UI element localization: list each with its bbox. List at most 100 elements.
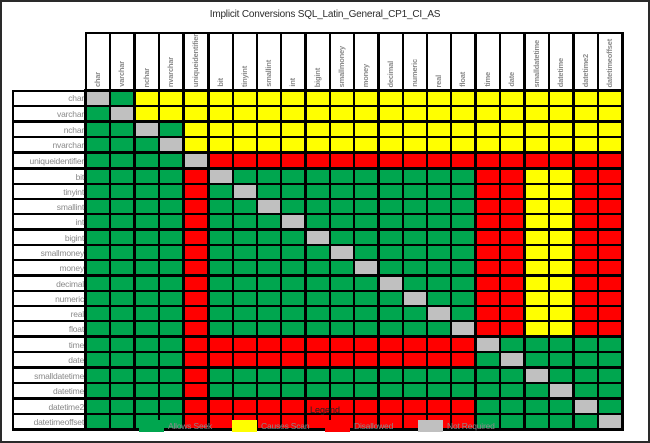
cell-uniqueidentifier-uniqueidentifier — [182, 151, 210, 171]
cell-money-int — [280, 259, 307, 278]
cell-nvarchar-bit — [207, 136, 234, 155]
cell-money-datetime2 — [572, 259, 599, 278]
col-header-bigint: bigint — [304, 32, 331, 93]
cell-char-smallint — [256, 89, 282, 108]
cell-numeric-nvarchar — [158, 290, 185, 308]
cell-smallint-datetime — [548, 198, 575, 216]
cell-char-bigint — [304, 89, 331, 108]
cell-float-numeric — [402, 320, 428, 339]
cell-nvarchar-varchar — [109, 136, 136, 155]
cell-real-date — [499, 305, 526, 323]
cell-bit-date — [499, 167, 526, 186]
corner-cell — [13, 33, 86, 91]
cell-bit-uniqueidentifier — [182, 167, 210, 186]
matrix-row-char: char — [12, 89, 624, 108]
row-header-varchar: varchar — [12, 105, 87, 124]
cell-datetime2-datetimeoffset — [597, 397, 624, 416]
matrix-row-nvarchar: nvarchar — [12, 136, 624, 155]
cell-datetime-varchar — [109, 382, 136, 401]
cell-int-decimal — [377, 213, 404, 232]
cell-smallint-smallmoney — [329, 198, 355, 216]
cell-datetime2-money — [353, 397, 380, 416]
matrix-row-money: money — [12, 259, 624, 278]
cell-smallint-datetimeoffset — [597, 198, 624, 216]
cell-datetime-decimal — [377, 382, 404, 401]
cell-smalldatetime-uniqueidentifier — [182, 366, 210, 385]
cell-tinyint-bigint — [304, 183, 331, 201]
cell-real-varchar — [109, 305, 136, 323]
col-header-char: char — [84, 32, 111, 93]
cell-datetime-char — [84, 382, 111, 401]
col-header-label: money — [361, 63, 371, 88]
cell-datetime-datetimeoffset — [597, 382, 624, 401]
cell-char-real — [426, 89, 452, 108]
cell-tinyint-char — [84, 183, 111, 201]
cell-uniqueidentifier-bigint — [304, 151, 331, 171]
cell-real-decimal — [377, 305, 404, 323]
cell-bit-time — [474, 167, 501, 186]
cell-int-real — [426, 213, 452, 232]
col-header-date: date — [499, 32, 526, 93]
cell-smallint-float — [450, 198, 477, 216]
cell-bit-smallmoney — [329, 167, 355, 186]
col-header-label: bigint — [313, 67, 323, 88]
row-header-int: int — [12, 213, 87, 232]
cell-int-money — [353, 213, 380, 232]
cell-smallmoney-char — [84, 244, 111, 262]
cell-char-date — [499, 89, 526, 108]
row-header-datetime: datetime — [12, 382, 87, 401]
cell-char-bit — [207, 89, 234, 108]
cell-date-date — [499, 351, 526, 370]
cell-numeric-nchar — [133, 290, 160, 308]
cell-time-datetime — [548, 335, 575, 354]
col-header-label: varchar — [117, 61, 127, 88]
cell-varchar-smallmoney — [329, 105, 355, 124]
cell-char-nchar — [133, 89, 160, 108]
col-header-datetime: datetime — [548, 32, 575, 93]
cell-bit-datetime — [548, 167, 575, 186]
col-header-label: char — [93, 72, 102, 88]
col-header-datetimeoffset: datetimeoffset — [597, 32, 624, 93]
row-header-decimal: decimal — [12, 274, 87, 293]
cell-smallmoney-bigint — [304, 244, 331, 262]
cell-smalldatetime-money — [353, 366, 380, 385]
legend-item-N: Not Required — [418, 420, 511, 432]
matrix-row-decimal: decimal — [12, 274, 624, 293]
cell-time-numeric — [402, 335, 428, 354]
col-header-label: smallmoney — [337, 45, 347, 88]
cell-datetimeoffset-bit — [207, 413, 234, 432]
cell-numeric-uniqueidentifier — [182, 290, 210, 308]
cell-money-smallint — [256, 259, 282, 278]
cell-smallmoney-numeric — [402, 244, 428, 262]
cell-datetimeoffset-float — [450, 413, 477, 432]
cell-char-decimal — [377, 89, 404, 108]
conversion-matrix: char varchar nchar nvarchar uniqueidentifier… — [12, 32, 624, 432]
cell-int-smallmoney — [329, 213, 355, 232]
cell-int-datetime2 — [572, 213, 599, 232]
cell-bit-datetime2 — [572, 167, 599, 186]
col-header-label: numeric — [410, 59, 420, 88]
cell-bigint-datetime2 — [572, 228, 599, 247]
cell-real-bigint — [304, 305, 331, 323]
cell-decimal-float — [450, 274, 477, 293]
cell-nchar-nchar — [133, 120, 160, 139]
cell-time-smallmoney — [329, 335, 355, 354]
cell-varchar-bit — [207, 105, 234, 124]
cell-bigint-int — [280, 228, 307, 247]
cell-tinyint-datetimeoffset — [597, 183, 624, 201]
legend-swatch-Y — [232, 420, 257, 432]
cell-date-tinyint — [232, 351, 258, 370]
cell-float-nvarchar — [158, 320, 185, 339]
cell-tinyint-float — [450, 183, 477, 201]
legend-item-R: Disallowed — [325, 420, 418, 432]
cell-varchar-int — [280, 105, 307, 124]
cell-char-time — [474, 89, 501, 108]
cell-nchar-bit — [207, 120, 234, 139]
cell-real-numeric — [402, 305, 428, 323]
cell-uniqueidentifier-decimal — [377, 151, 404, 171]
matrix-row-date: date — [12, 351, 624, 370]
cell-real-float — [450, 305, 477, 323]
cell-nvarchar-datetimeoffset — [597, 136, 624, 155]
cell-real-smallmoney — [329, 305, 355, 323]
cell-time-smallint — [256, 335, 282, 354]
